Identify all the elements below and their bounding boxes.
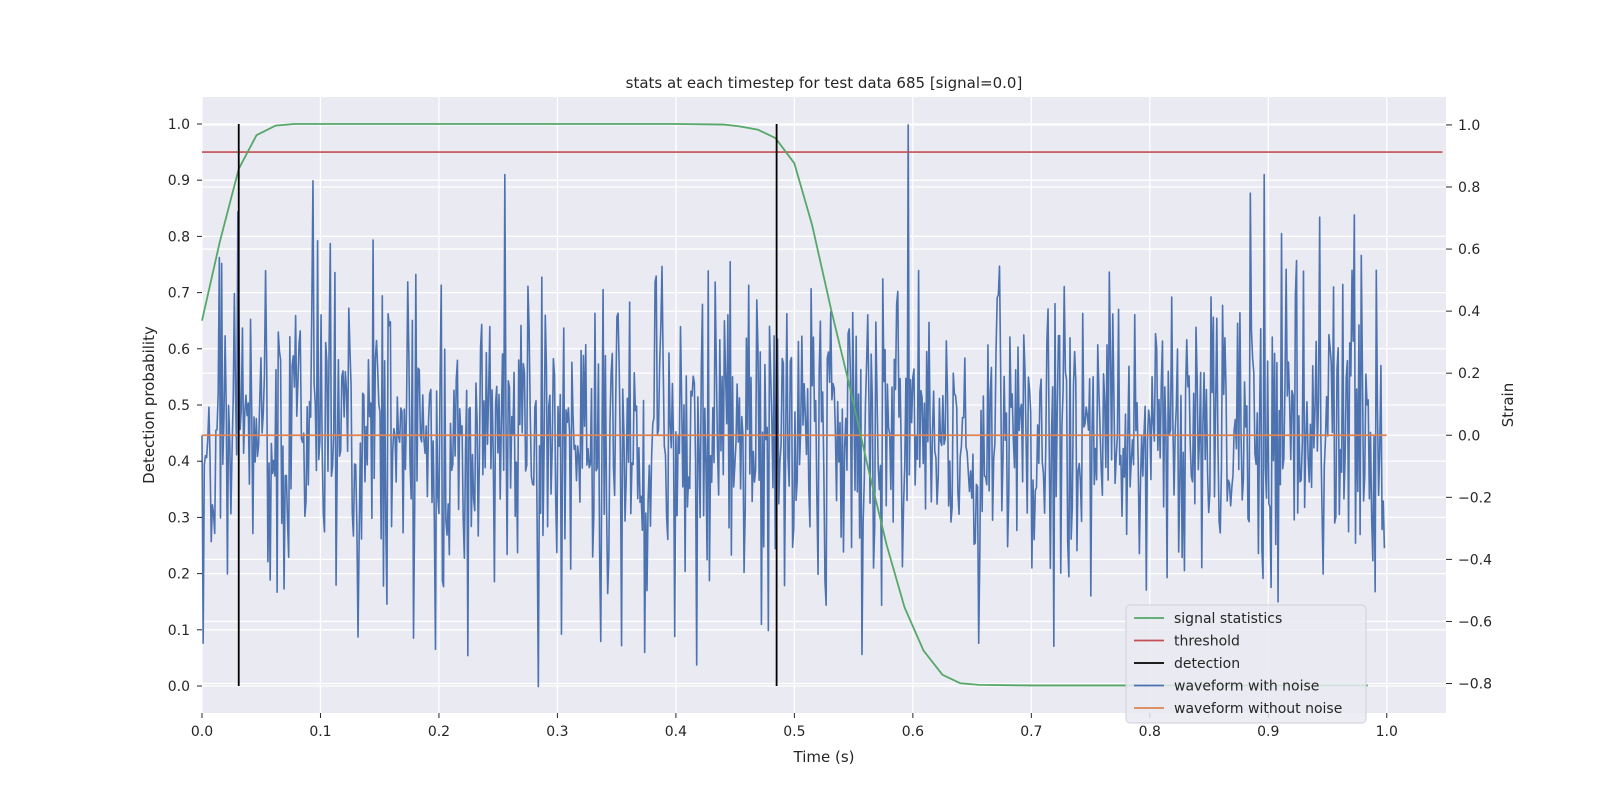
x-tick-label: 0.6 bbox=[902, 724, 924, 740]
legend-label: waveform with noise bbox=[1174, 679, 1319, 695]
x-axis: 0.0 0.1 0.2 0.3 0.4 0.5 0.6 0.7 0.8 0.9 1.0 bbox=[191, 713, 1398, 740]
y-left-tick-label: 0.3 bbox=[168, 510, 190, 526]
legend-label: detection bbox=[1174, 656, 1240, 672]
legend-label: signal statistics bbox=[1174, 611, 1282, 627]
series-waveform-with-noise bbox=[201, 124, 1386, 688]
y-left-tick-label: 0.5 bbox=[168, 398, 190, 414]
series-signal-statistics bbox=[201, 123, 1368, 687]
x-tick-label: 0.9 bbox=[1257, 724, 1279, 740]
x-tick-label: 0.5 bbox=[783, 724, 805, 740]
x-tick-label: 1.0 bbox=[1376, 724, 1398, 740]
y-left-tick-label: 0.8 bbox=[168, 229, 190, 245]
legend-box bbox=[1125, 604, 1367, 724]
y-right-tick-label: −0.6 bbox=[1458, 614, 1492, 630]
y-left-tick-label: 0.2 bbox=[168, 567, 190, 583]
y-left-tick-label: 0.4 bbox=[168, 454, 190, 470]
y-right-tick-label: −0.4 bbox=[1458, 552, 1492, 568]
y-axis-right: −0.8 −0.6 −0.4 −0.2 0.0 0.2 0.4 0.6 0.8 1.0 bbox=[1446, 118, 1492, 693]
y-left-tick-label: 0.1 bbox=[168, 623, 190, 639]
x-tick-label: 0.2 bbox=[428, 724, 450, 740]
series-layer bbox=[201, 123, 1443, 688]
y-axis-right-label: Strain bbox=[1499, 383, 1517, 427]
y-left-tick-label: 0.9 bbox=[168, 173, 190, 189]
y-right-tick-label: 0.4 bbox=[1458, 304, 1480, 320]
x-tick-label: 0.3 bbox=[546, 724, 568, 740]
x-tick-label: 0.1 bbox=[309, 724, 331, 740]
y-axis-left-label: Detection probability bbox=[140, 326, 158, 484]
y-right-tick-label: 0.0 bbox=[1458, 428, 1480, 444]
y-right-tick-label: −0.8 bbox=[1458, 677, 1492, 693]
legend-label: waveform without noise bbox=[1174, 701, 1342, 717]
y-right-tick-label: −0.2 bbox=[1458, 490, 1492, 506]
x-tick-label: 0.8 bbox=[1139, 724, 1161, 740]
y-left-tick-label: 1.0 bbox=[168, 117, 190, 133]
x-tick-label: 0.7 bbox=[1020, 724, 1042, 740]
legend-label: threshold bbox=[1174, 634, 1240, 650]
legend: signal statistics threshold detection wavef… bbox=[1125, 604, 1367, 724]
chart-title: stats at each timestep for test data 685… bbox=[626, 74, 1023, 92]
x-tick-label: 0.4 bbox=[665, 724, 687, 740]
y-left-tick-label: 0.7 bbox=[168, 286, 190, 302]
y-right-tick-label: 0.8 bbox=[1458, 180, 1480, 196]
y-left-tick-label: 0.6 bbox=[168, 342, 190, 358]
y-left-tick-label: 0.0 bbox=[168, 679, 190, 695]
y-right-tick-label: 0.2 bbox=[1458, 366, 1480, 382]
y-right-tick-label: 0.6 bbox=[1458, 242, 1480, 258]
x-axis-label: Time (s) bbox=[793, 748, 855, 766]
y-right-tick-label: 1.0 bbox=[1458, 118, 1480, 134]
x-tick-label: 0.0 bbox=[191, 724, 213, 740]
y-axis-left: 0.0 0.1 0.2 0.3 0.4 0.5 0.6 0.7 0.8 0.9 1.0 bbox=[168, 117, 202, 695]
